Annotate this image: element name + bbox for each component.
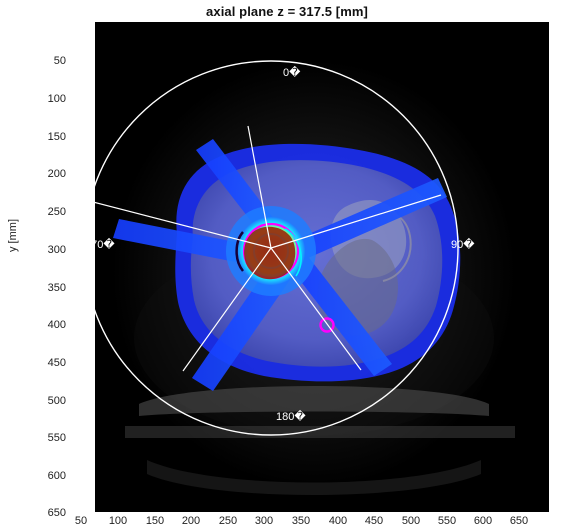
x-tick-label-650: 650 — [509, 515, 529, 527]
angle-label-left: 270� — [95, 238, 115, 251]
y-tick-label-350: 350 — [47, 282, 66, 294]
y-tick-label-500: 500 — [47, 395, 66, 407]
x-tick-label-100: 100 — [108, 515, 128, 527]
dose-hotspot — [226, 206, 316, 296]
y-tick-label-150: 150 — [47, 131, 66, 143]
x-tick-label-600: 600 — [473, 515, 493, 527]
x-tick-label-400: 400 — [328, 515, 348, 527]
y-tick-label-300: 300 — [47, 244, 66, 256]
x-tick-label-450: 450 — [364, 515, 384, 527]
y-tick-label-400: 400 — [47, 319, 66, 331]
x-tick-label-500: 500 — [401, 515, 421, 527]
angle-label-bottom: 180� — [276, 410, 306, 423]
plot-title: axial plane z = 317.5 [mm] — [206, 4, 368, 19]
x-tick-label-250: 250 — [218, 515, 238, 527]
x-tick-label-350: 350 — [291, 515, 311, 527]
x-tick-label-300: 300 — [254, 515, 274, 527]
x-tick-label-200: 200 — [181, 515, 201, 527]
x-tick-label-50: 50 — [74, 515, 88, 527]
y-axis-label: y [mm] — [7, 219, 19, 252]
y-tick-label-450: 450 — [47, 357, 66, 369]
x-tick-label-150: 150 — [145, 515, 165, 527]
gantry-ring — [95, 60, 459, 436]
y-tick-label-550: 550 — [47, 432, 66, 444]
y-tick-label-600: 600 — [47, 470, 66, 482]
y-tick-label-650: 650 — [47, 507, 66, 519]
y-tick-label-250: 250 — [47, 206, 66, 218]
angle-label-right: 90� — [451, 238, 475, 251]
y-tick-label-50: 50 — [53, 55, 66, 67]
small-target-contour — [319, 317, 335, 333]
x-tick-label-550: 550 — [437, 515, 457, 527]
axial-dose-image: 0� 90� 180� 270� — [95, 22, 549, 512]
y-tick-label-100: 100 — [47, 93, 66, 105]
y-tick-label-200: 200 — [47, 168, 66, 180]
angle-label-top: 0� — [283, 66, 301, 79]
axes: 0� 90� 180� 270� — [95, 22, 549, 512]
